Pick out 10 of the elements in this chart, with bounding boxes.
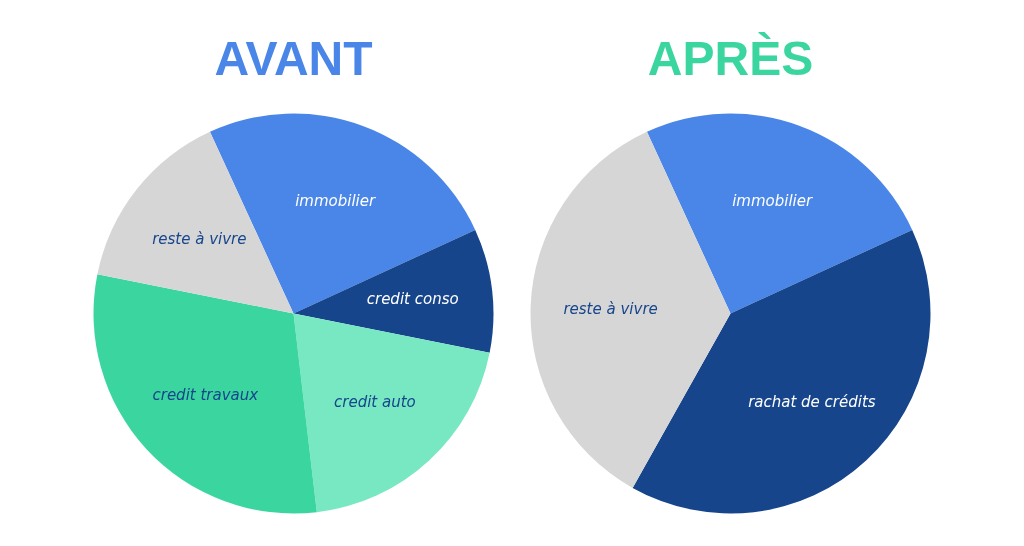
chart-title: APRÈS [647,32,814,85]
slice-label: credit conso [366,290,459,309]
chart-title: AVANT [214,32,373,85]
slice-label: rachat de crédits [748,392,876,411]
slice-label: credit auto [334,392,416,411]
slice-label: immobilier [732,191,813,210]
slice-label: immobilier [295,191,376,210]
slice-label: reste à vivre [563,299,658,318]
slice-label: reste à vivre [152,230,247,249]
slice-label: credit travaux [152,385,259,404]
